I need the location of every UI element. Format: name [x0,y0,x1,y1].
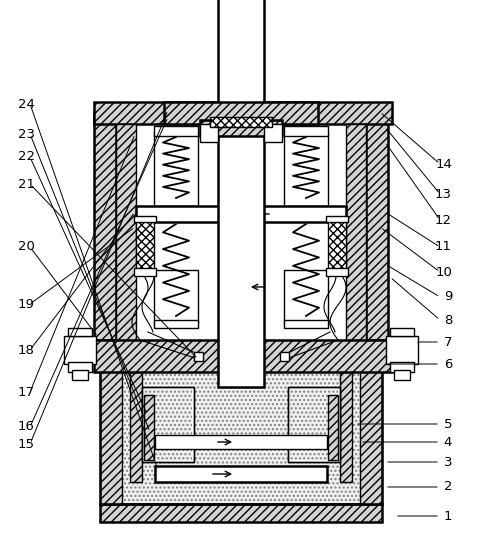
Bar [326,268,348,276]
Text: 7: 7 [444,335,452,349]
Bar [360,364,382,504]
Text: 18: 18 [18,344,35,357]
Bar [100,364,382,504]
Text: 10: 10 [435,266,452,279]
Bar [366,112,388,340]
Text: 9: 9 [444,291,452,304]
Bar [134,216,156,222]
Bar [100,364,122,504]
Bar [328,220,346,270]
Bar [200,120,282,136]
Bar [68,328,92,336]
Bar [144,395,154,460]
Bar [72,370,88,380]
Bar [346,124,366,340]
Bar [100,504,382,522]
Bar [394,370,410,380]
Text: 23: 23 [18,127,35,140]
Bar [264,124,282,142]
Bar [155,466,327,482]
Text: 14: 14 [435,158,452,171]
Bar [200,124,218,142]
Bar [155,435,327,449]
Text: 19: 19 [18,298,35,311]
Text: 15: 15 [18,437,35,450]
Bar [154,270,198,324]
Bar [130,372,142,482]
Bar [284,270,328,324]
Text: 6: 6 [444,358,452,371]
Bar [142,387,194,462]
Bar [154,320,198,328]
Text: 12: 12 [435,214,452,227]
Bar [390,362,414,372]
Bar [284,126,328,136]
Bar [64,336,96,364]
Text: 22: 22 [18,151,35,164]
Bar [122,364,360,504]
Bar [288,387,340,462]
Text: 20: 20 [18,241,35,254]
Bar [390,328,414,336]
Bar [164,102,318,124]
Text: 17: 17 [18,385,35,398]
Bar [218,0,264,387]
Text: 2: 2 [444,481,452,494]
Bar [154,126,198,136]
Bar [290,389,338,460]
Bar [144,389,192,460]
Text: 8: 8 [444,313,452,326]
Bar [288,387,340,462]
Text: 21: 21 [18,177,35,190]
Text: 24: 24 [18,98,35,111]
Text: 11: 11 [435,241,452,254]
Bar [154,132,198,206]
Text: 3: 3 [444,455,452,468]
Bar [94,112,116,340]
Bar [94,340,392,372]
Bar [284,320,328,328]
Bar [94,102,392,124]
Text: 16: 16 [18,421,35,434]
Bar [328,395,338,460]
Bar [386,336,418,364]
Text: 5: 5 [444,417,452,430]
Bar [136,220,154,270]
Text: 4: 4 [444,436,452,448]
Text: 13: 13 [435,188,452,201]
Bar [326,216,348,222]
Bar [194,352,203,361]
Text: 1: 1 [444,509,452,522]
Bar [210,117,272,127]
Bar [68,362,92,372]
Bar [142,387,194,462]
Bar [340,372,352,482]
Bar [134,268,156,276]
Bar [136,206,346,222]
Bar [284,132,328,206]
Bar [136,124,346,340]
Bar [280,352,289,361]
Bar [116,124,136,340]
